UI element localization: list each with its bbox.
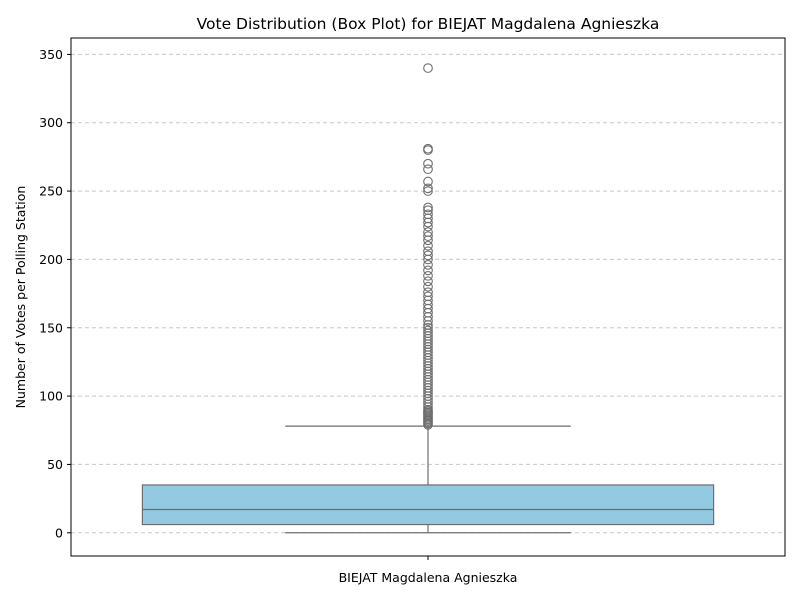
y-tick-label: 0 xyxy=(55,525,63,540)
y-tick-label: 50 xyxy=(47,457,63,472)
outlier-point xyxy=(423,202,433,213)
outlier-point xyxy=(423,227,433,237)
outlier-point xyxy=(423,250,433,261)
outlier-point xyxy=(423,231,433,242)
outlier-point xyxy=(423,246,433,257)
y-tick-label: 350 xyxy=(39,47,63,62)
outlier-point xyxy=(423,270,433,281)
y-axis-label: Number of Votes per Polling Station xyxy=(13,186,28,409)
outlier-point xyxy=(423,183,433,194)
outlier-point xyxy=(423,186,433,196)
outlier-point xyxy=(423,287,433,298)
outliers xyxy=(423,63,433,430)
outlier-point xyxy=(423,291,433,302)
outlier-point xyxy=(423,265,433,276)
chart-title: Vote Distribution (Box Plot) for BIEJAT … xyxy=(197,15,660,33)
outlier-point xyxy=(423,281,433,292)
y-tick-label: 250 xyxy=(39,184,63,199)
outlier-point xyxy=(423,322,433,333)
x-tick-label: BIEJAT Magdalena Agnieszka xyxy=(339,570,518,585)
y-tick-label: 300 xyxy=(39,115,63,130)
outlier-point xyxy=(423,240,433,251)
outlier-point xyxy=(423,325,433,336)
outlier-point xyxy=(423,276,433,287)
outlier-point xyxy=(423,158,433,169)
box-plot xyxy=(141,425,715,534)
outlier-point xyxy=(423,205,433,216)
outlier-point xyxy=(423,209,433,220)
outlier-point xyxy=(423,63,433,73)
outlier-point xyxy=(423,260,433,270)
y-tick-label: 150 xyxy=(39,320,63,335)
iqr-box xyxy=(141,484,715,526)
y-tick-label: 100 xyxy=(39,389,63,404)
y-axis-ticks: 0 50 100 150 200 250 300 350 xyxy=(39,47,71,540)
x-axis-ticks: BIEJAT Magdalena Agnieszka xyxy=(339,556,518,585)
y-tick-label: 200 xyxy=(39,252,63,267)
outlier-point xyxy=(423,176,433,187)
outlier-point xyxy=(423,143,433,154)
outlier-point xyxy=(423,164,433,175)
